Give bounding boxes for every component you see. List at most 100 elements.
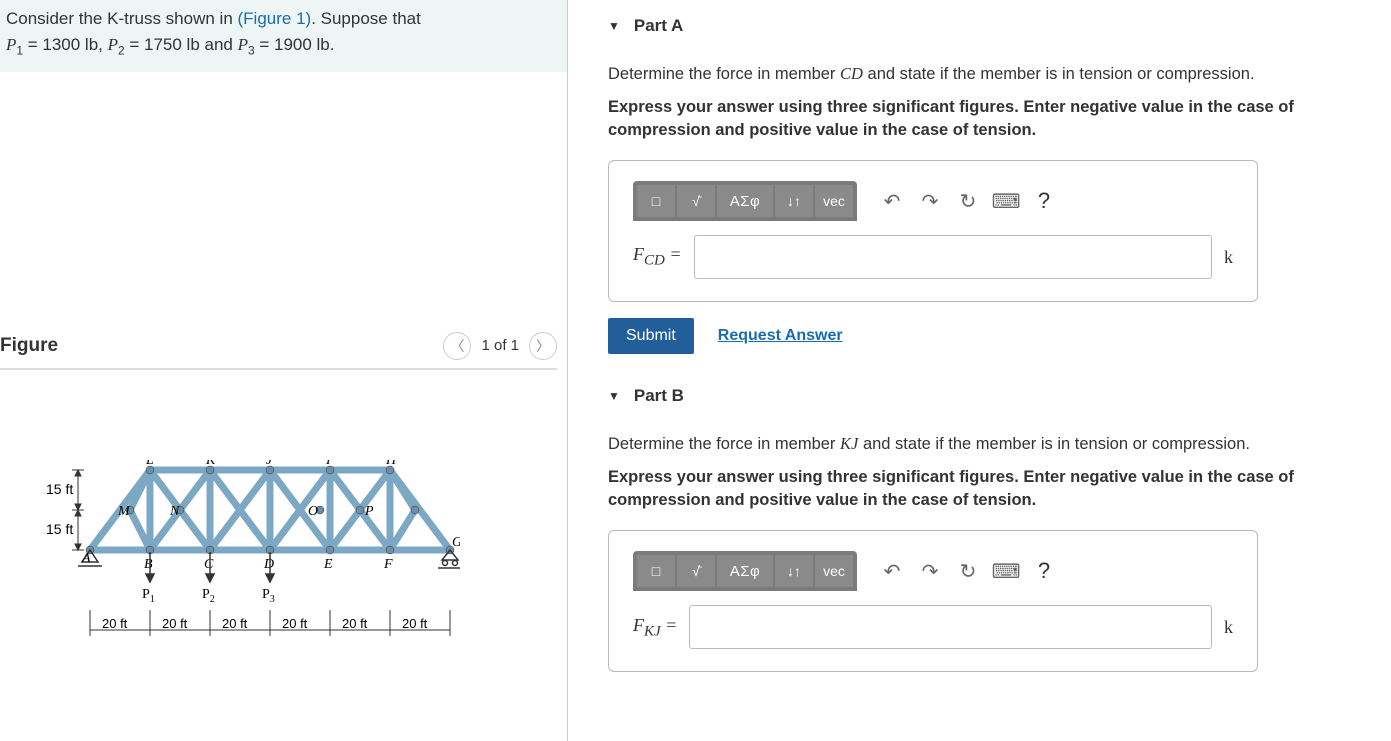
redo-button[interactable]: ↷ [913,185,947,217]
templates-icon: □ [652,563,660,579]
redo-icon: ↷ [922,189,939,214]
qb-post: and state if the member is in tension or… [858,435,1250,453]
figure-nav: 〈 1 of 1 〉 [443,332,557,360]
equation-toolbar-a: □ √̄ ΑΣφ ↓↑ vec ↶ ↷ ↻ ⌨ ? [633,181,1233,221]
svg-text:C: C [204,557,214,572]
answer-unit-b: k [1224,617,1233,638]
svg-text:H: H [385,460,397,468]
reset-icon: ↻ [960,559,977,584]
undo-icon: ↶ [884,559,901,584]
request-answer-link-a[interactable]: Request Answer [718,327,843,345]
subsup-button[interactable]: ↓↑ [775,555,813,587]
qa-pre: Determine the force in member [608,65,840,83]
qa-post: and state if the member is in tension or… [863,65,1255,83]
part-a-header[interactable]: ▼ Part A [608,10,1391,46]
greek-button[interactable]: ΑΣφ [717,555,773,587]
right-panel: ▼ Part A Determine the force in member C… [568,0,1391,741]
svg-text:K: K [205,460,216,468]
sqrt-button[interactable]: √̄ [677,185,715,217]
figure-prev-button[interactable]: 〈 [443,332,471,360]
greek-icon: ΑΣφ [730,193,761,210]
help-button[interactable]: ? [1027,185,1061,217]
p2-val: = 1750 lb and [125,35,238,54]
part-b-header[interactable]: ▼ Part B [608,380,1391,416]
figure-link[interactable]: (Figure 1) [238,9,312,28]
svg-text:A: A [81,551,91,566]
sqrt-button[interactable]: √̄ [677,555,715,587]
figure-section: Figure 〈 1 of 1 〉 [0,332,567,680]
p2-sub: 2 [118,43,125,57]
dim-h2: 15 ft [46,521,73,537]
prob-intro-a: Consider the K-truss shown in [6,9,238,28]
undo-icon: ↶ [884,189,901,214]
answer-input-a[interactable] [694,235,1213,279]
part-b: ▼ Part B Determine the force in member K… [608,380,1391,672]
templates-button[interactable]: □ [637,555,675,587]
answer-input-b[interactable] [689,605,1212,649]
answer-label-b: FKJ = [633,615,677,641]
p1-var: P [6,35,16,54]
subsup-button[interactable]: ↓↑ [775,185,813,217]
help-icon: ? [1038,558,1050,584]
figure-title: Figure [0,335,58,357]
svg-text:E: E [323,557,333,572]
svg-text:20 ft: 20 ft [282,616,308,631]
svg-text:P1: P1 [142,587,155,605]
svg-text:F: F [383,557,393,572]
figure-next-button[interactable]: 〉 [529,332,557,360]
main-container: Consider the K-truss shown in (Figure 1)… [0,0,1391,741]
chevron-right-icon: 〉 [536,336,550,356]
tb-group-a: □ √̄ ΑΣφ ↓↑ vec [633,181,857,221]
sqrt-icon: √̄ [692,563,700,579]
answer-row-a: FCD = k [633,235,1233,279]
vec-button[interactable]: vec [815,185,853,217]
svg-text:20 ft: 20 ft [342,616,368,631]
part-a-question: Determine the force in member CD and sta… [608,64,1391,84]
problem-statement: Consider the K-truss shown in (Figure 1)… [0,0,567,72]
greek-button[interactable]: ΑΣφ [717,185,773,217]
svg-text:G: G [452,535,460,550]
figure-header: Figure 〈 1 of 1 〉 [0,332,557,370]
reset-button[interactable]: ↻ [951,555,985,587]
fb-var: F [633,615,644,635]
part-a: ▼ Part A Determine the force in member C… [608,10,1391,354]
equation-toolbar-b: □ √̄ ΑΣφ ↓↑ vec ↶ ↷ ↻ ⌨ ? [633,551,1233,591]
help-button[interactable]: ? [1027,555,1061,587]
left-panel: Consider the K-truss shown in (Figure 1)… [0,0,568,741]
redo-button[interactable]: ↷ [913,555,947,587]
submit-row-a: Submit Request Answer [608,318,1391,354]
help-icon: ? [1038,188,1050,214]
undo-button[interactable]: ↶ [875,555,909,587]
greek-icon: ΑΣφ [730,563,761,580]
svg-text:M: M [117,504,131,519]
svg-text:N: N [169,504,180,519]
svg-text:P3: P3 [262,587,275,605]
svg-text:D: D [263,557,274,572]
keyboard-button[interactable]: ⌨ [989,555,1023,587]
reset-icon: ↻ [960,189,977,214]
truss-figure: 15 ft 15 ft [0,460,557,680]
submit-button-a[interactable]: Submit [608,318,694,354]
part-a-body: Determine the force in member CD and sta… [608,64,1391,354]
reset-button[interactable]: ↻ [951,185,985,217]
fa-var: F [633,244,644,264]
answer-unit-a: k [1224,247,1233,268]
p1-val: = 1300 lb, [23,35,108,54]
svg-text:20 ft: 20 ft [162,616,188,631]
undo-button[interactable]: ↶ [875,185,909,217]
part-b-answer-frame: □ √̄ ΑΣφ ↓↑ vec ↶ ↷ ↻ ⌨ ? [608,530,1258,672]
part-b-body: Determine the force in member KJ and sta… [608,434,1391,672]
part-b-instructions: Express your answer using three signific… [608,466,1391,512]
subsup-icon: ↓↑ [787,563,801,579]
svg-text:20 ft: 20 ft [102,616,128,631]
templates-button[interactable]: □ [637,185,675,217]
sqrt-icon: √̄ [692,193,700,209]
subsup-icon: ↓↑ [787,193,801,209]
svg-text:P: P [364,504,374,519]
qb-member: KJ [840,434,858,453]
keyboard-button[interactable]: ⌨ [989,185,1023,217]
svg-text:20 ft: 20 ft [222,616,248,631]
part-b-question: Determine the force in member KJ and sta… [608,434,1391,454]
vec-button[interactable]: vec [815,555,853,587]
answer-label-a: FCD = [633,244,682,270]
